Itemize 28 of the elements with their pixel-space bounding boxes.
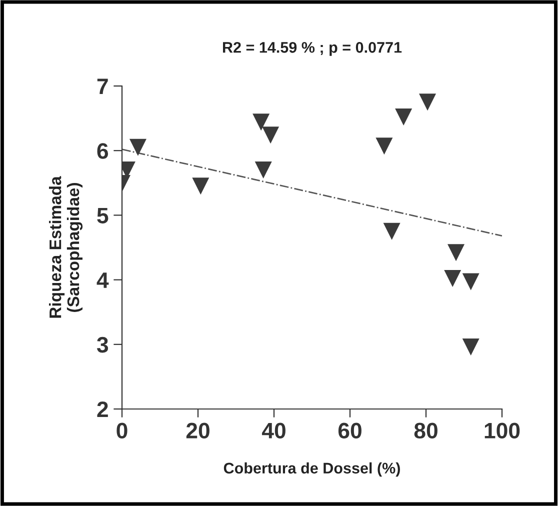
y-tick-label: 6 xyxy=(97,143,108,159)
point xyxy=(383,222,400,240)
x-tick-label: 80 xyxy=(414,422,438,439)
point xyxy=(129,138,146,156)
chart-title: R2 = 14.59 % ; p = 0.0771 xyxy=(223,42,402,56)
y-tick-label: 7 xyxy=(97,78,108,94)
point xyxy=(419,94,436,111)
y-tick-label: 4 xyxy=(96,272,109,288)
point xyxy=(254,161,272,178)
point xyxy=(462,338,480,356)
point xyxy=(262,126,280,144)
point xyxy=(448,244,465,262)
x-axis-title: Cobertura de Dossel (%) xyxy=(224,462,400,477)
point xyxy=(462,273,480,290)
point xyxy=(252,114,270,131)
x-tick-label: 20 xyxy=(186,422,210,439)
x-tick-label: 40 xyxy=(262,422,286,439)
y-axis-title: Riqueza Estimada (Sarcophagidae) xyxy=(49,176,83,318)
y-tick-label: 5 xyxy=(97,208,108,224)
point xyxy=(376,138,393,155)
x-tick-label: 100 xyxy=(484,422,520,439)
point xyxy=(444,270,462,288)
point xyxy=(192,178,210,195)
y-tick-label: 2 xyxy=(97,402,108,418)
x-tick-label: 60 xyxy=(338,422,362,439)
point xyxy=(395,108,412,126)
y-tick-label: 3 xyxy=(96,336,108,353)
x-tick-label: 0 xyxy=(116,422,128,439)
